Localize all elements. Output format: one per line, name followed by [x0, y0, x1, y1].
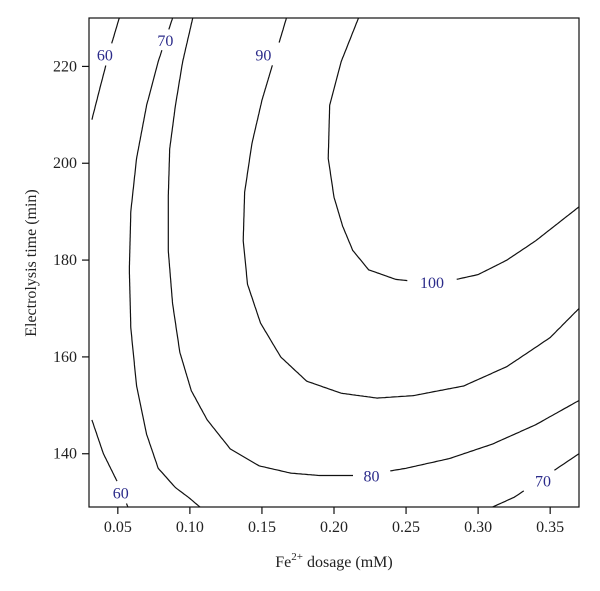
y-tick-label: 180	[53, 252, 77, 269]
y-axis-ticks: 140 160 180 200 220	[53, 58, 89, 463]
contour-line-80	[167, 18, 353, 477]
contour-line-80	[390, 399, 579, 472]
x-tick-label: 0.35	[536, 519, 564, 536]
x-tick-label: 0.25	[392, 519, 420, 536]
contour-line-70	[128, 50, 201, 507]
contour-label-70: 70	[535, 473, 551, 490]
contour-line-90	[278, 18, 287, 43]
x-tick-label: 0.10	[176, 519, 204, 536]
x-tick-label: 0.20	[320, 519, 348, 536]
contour-line-60	[91, 65, 107, 120]
contour-label-70: 70	[157, 33, 173, 50]
contour-line-60	[125, 503, 129, 507]
contour-line-60	[91, 419, 118, 482]
y-tick-label: 160	[53, 349, 77, 366]
y-tick-label: 220	[53, 58, 77, 75]
x-tick-label: 0.05	[104, 519, 132, 536]
contour-line-70	[554, 453, 579, 471]
contour-lines: 60 70 90 100 80 60 70	[91, 18, 579, 507]
y-tick-label: 200	[53, 155, 77, 172]
contour-label-60: 60	[113, 485, 129, 502]
plot-frame	[88, 17, 580, 508]
contour-line-100	[456, 206, 579, 280]
x-axis-title: Fe2+ dosage (mM)	[275, 551, 392, 571]
y-axis-title: Electrolysis time (min)	[23, 189, 40, 337]
x-tick-label: 0.30	[464, 519, 492, 536]
x-axis-title-superscript: 2+	[291, 551, 303, 563]
contour-line-100	[327, 18, 408, 282]
y-tick-label: 140	[53, 446, 77, 463]
x-axis-ticks: 0.05 0.10 0.15 0.20 0.25 0.30 0.35	[104, 507, 564, 536]
contour-line-60	[111, 18, 120, 44]
x-tick-label: 0.15	[248, 519, 276, 536]
contour-line-90	[242, 65, 579, 399]
contour-label-100: 100	[420, 275, 444, 292]
contour-label-90: 90	[255, 47, 271, 64]
contour-line-70	[492, 490, 525, 507]
contour-label-60: 60	[97, 47, 113, 64]
contour-label-80: 80	[363, 469, 379, 486]
contour-line-70	[168, 18, 174, 30]
